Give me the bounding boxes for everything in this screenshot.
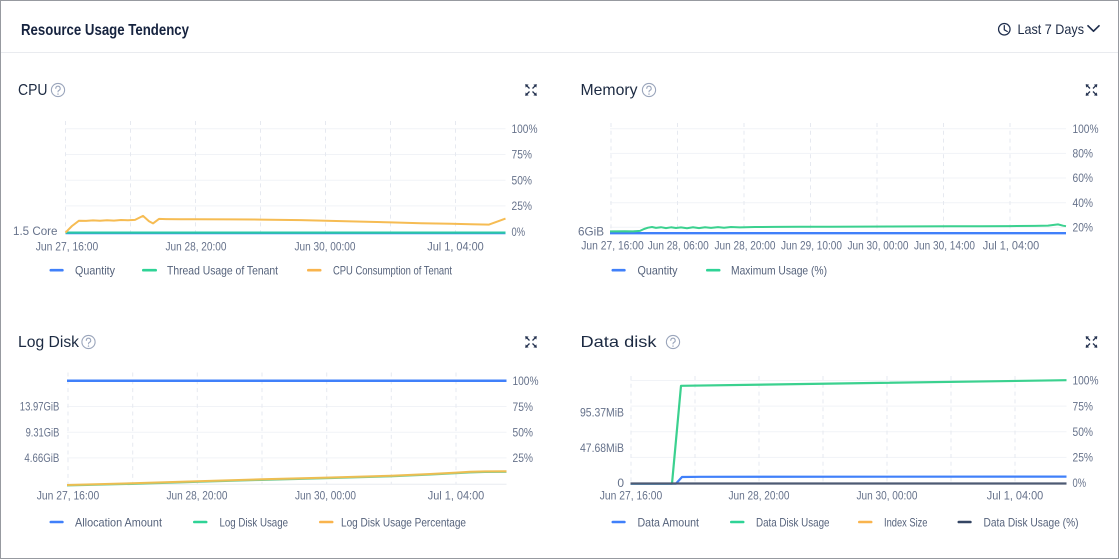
svg-text:Jun 30, 14:00: Jun 30, 14:00: [914, 239, 975, 253]
svg-text:60%: 60%: [1073, 171, 1094, 185]
svg-text:0%: 0%: [1073, 476, 1087, 490]
svg-text:1.5 Core: 1.5 Core: [13, 224, 58, 238]
svg-text:100%: 100%: [1073, 122, 1099, 136]
svg-text:25%: 25%: [1073, 451, 1094, 465]
svg-text:75%: 75%: [512, 148, 533, 162]
svg-text:25%: 25%: [513, 451, 534, 465]
svg-text:CPU Consumption of Tenant: CPU Consumption of Tenant: [333, 264, 453, 278]
svg-text:Maximum Usage (%): Maximum Usage (%): [731, 264, 827, 278]
svg-text:75%: 75%: [513, 400, 534, 414]
svg-text:Jun 30, 00:00: Jun 30, 00:00: [848, 239, 909, 253]
svg-text:Jun 30, 00:00: Jun 30, 00:00: [857, 489, 918, 503]
svg-text:Jun 28, 20:00: Jun 28, 20:00: [167, 489, 228, 503]
svg-text:Jul 1, 04:00: Jul 1, 04:00: [983, 239, 1040, 253]
svg-text:47.68MiB: 47.68MiB: [580, 441, 624, 455]
svg-text:Allocation Amount: Allocation Amount: [75, 516, 163, 530]
svg-text:Last 7 Days: Last 7 Days: [1018, 21, 1085, 37]
svg-text:CPU: CPU: [18, 82, 48, 99]
svg-text:Data disk: Data disk: [581, 334, 658, 351]
svg-text:95.37MiB: 95.37MiB: [580, 406, 624, 420]
svg-text:100%: 100%: [512, 122, 538, 136]
svg-text:75%: 75%: [1073, 399, 1094, 413]
svg-text:Jul 1, 04:00: Jul 1, 04:00: [427, 240, 484, 254]
svg-text:Jul 1, 04:00: Jul 1, 04:00: [987, 489, 1044, 503]
svg-text:Log Disk Usage Percentage: Log Disk Usage Percentage: [341, 516, 466, 530]
svg-text:Log Disk: Log Disk: [18, 334, 80, 351]
svg-text:Jun 28, 06:00: Jun 28, 06:00: [648, 239, 709, 253]
svg-text:Data Disk Usage: Data Disk Usage: [756, 516, 830, 530]
svg-text:Jun 29, 10:00: Jun 29, 10:00: [781, 239, 842, 253]
svg-text:Jun 27, 16:00: Jun 27, 16:00: [37, 489, 100, 503]
svg-text:Data Disk Usage (%): Data Disk Usage (%): [984, 516, 1079, 530]
svg-text:Jun 30, 00:00: Jun 30, 00:00: [295, 240, 356, 254]
svg-text:Jul 1, 04:00: Jul 1, 04:00: [428, 489, 485, 503]
svg-text:Data Amount: Data Amount: [638, 516, 700, 530]
svg-text:Quantity: Quantity: [638, 264, 678, 278]
svg-text:6GiB: 6GiB: [578, 225, 604, 239]
svg-text:Index Size: Index Size: [884, 516, 928, 530]
svg-text:Jun 27, 16:00: Jun 27, 16:00: [36, 240, 99, 254]
svg-text:20%: 20%: [1073, 221, 1094, 235]
svg-text:13.97GiB: 13.97GiB: [20, 400, 60, 414]
svg-text:25%: 25%: [512, 199, 533, 213]
svg-text:Memory: Memory: [581, 82, 638, 99]
svg-text:0: 0: [617, 476, 624, 490]
svg-text:Jun 30, 00:00: Jun 30, 00:00: [295, 489, 356, 503]
svg-text:Resource Usage Tendency: Resource Usage Tendency: [21, 22, 189, 39]
svg-text:Log Disk Usage: Log Disk Usage: [220, 516, 289, 530]
svg-text:Jun 28, 20:00: Jun 28, 20:00: [166, 240, 227, 254]
svg-text:50%: 50%: [512, 173, 533, 187]
svg-text:Jun 27, 16:00: Jun 27, 16:00: [581, 239, 644, 253]
svg-text:100%: 100%: [1073, 374, 1099, 388]
svg-text:100%: 100%: [513, 374, 539, 388]
svg-text:Jun 27, 16:00: Jun 27, 16:00: [600, 489, 663, 503]
svg-text:50%: 50%: [513, 426, 534, 440]
svg-text:9.31GiB: 9.31GiB: [26, 425, 60, 439]
svg-text:Thread Usage of Tenant: Thread Usage of Tenant: [167, 264, 279, 278]
svg-text:4.66GiB: 4.66GiB: [24, 451, 59, 465]
svg-text:Quantity: Quantity: [75, 264, 115, 278]
svg-text:Jun 28, 20:00: Jun 28, 20:00: [729, 489, 790, 503]
svg-text:Jun 28, 20:00: Jun 28, 20:00: [715, 239, 776, 253]
svg-text:0%: 0%: [512, 225, 526, 239]
svg-text:80%: 80%: [1073, 147, 1094, 161]
svg-text:40%: 40%: [1073, 196, 1094, 210]
svg-text:50%: 50%: [1073, 425, 1094, 439]
